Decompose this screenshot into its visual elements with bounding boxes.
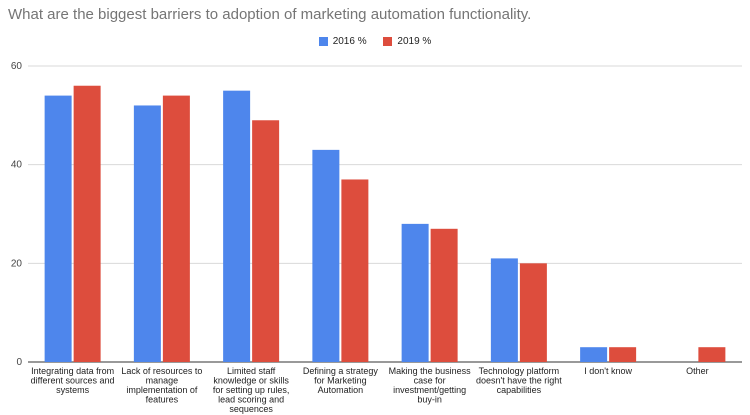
bar-2016-6 [580, 347, 608, 362]
x-tick-label-6: I don't know [584, 366, 632, 376]
x-tick-label-1: Lack of resources to manage implementation… [121, 366, 202, 405]
legend-swatch-2016 [318, 37, 328, 46]
y-tick-label-20: 20 [11, 258, 23, 269]
y-tick-label-0: 0 [16, 357, 22, 368]
bar-2016-5 [490, 258, 518, 362]
legend-label-2019: 2019 % [397, 36, 432, 47]
x-tick-label-3: Defining a strategy for Marketing Automati… [303, 366, 379, 395]
bar-2019-7 [698, 347, 726, 362]
legend-item-2019: 2019 % [383, 36, 431, 47]
bar-2019-2 [252, 120, 280, 363]
bar-2019-5 [519, 263, 547, 362]
bar-2019-0 [73, 85, 101, 362]
bar-2016-1 [133, 105, 161, 362]
legend-swatch-2019 [383, 37, 393, 46]
x-tick-label-0: Integrating data from different sources a… [31, 366, 115, 395]
bar-2019-1 [162, 95, 190, 362]
chart-title: What are the biggest barriers to adoptio… [8, 6, 532, 23]
bar-2016-0 [44, 95, 72, 362]
y-tick-label-60: 60 [11, 61, 23, 72]
bar-2019-4 [430, 228, 458, 362]
bar-2019-3 [341, 179, 369, 362]
bar-2019-6 [609, 347, 637, 362]
x-tick-label-4: Making the business case for investment/ge… [389, 366, 472, 405]
y-tick-label-40: 40 [11, 160, 23, 171]
legend: 2016 % 2019 % [0, 36, 750, 49]
legend-label-2016: 2016 % [332, 36, 367, 47]
bar-2016-2 [223, 90, 251, 363]
legend-item-2016: 2016 % [318, 36, 367, 47]
x-tick-label-7: Other [686, 366, 709, 376]
x-tick-label-2: Limited staff knowledge or skills for sett… [213, 366, 290, 414]
bar-2016-4 [401, 223, 429, 362]
bar-2016-3 [312, 149, 340, 362]
x-tick-label-5: Technology platform doesn't have the righ… [476, 366, 562, 395]
